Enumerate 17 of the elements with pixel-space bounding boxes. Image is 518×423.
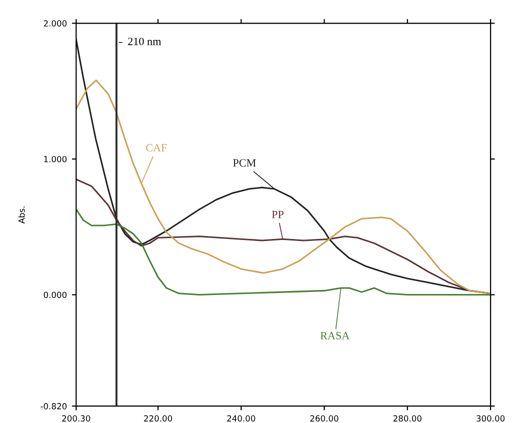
x-tick-label: 240.00 — [227, 415, 256, 422]
series-label: CAF — [146, 144, 167, 152]
series-label: PP — [272, 210, 284, 218]
y-tick-label: -0.820 — [40, 403, 67, 410]
x-tick-label: 220.00 — [144, 415, 172, 422]
ref-line-label: 210 nm — [128, 38, 162, 46]
text: RASA — [320, 332, 350, 340]
y-tick-label: 0.000 — [44, 292, 67, 298]
y-axis-title: Abs. — [18, 206, 25, 224]
x-tick-label: 200.30 — [62, 415, 90, 422]
line-series — [76, 80, 491, 294]
x-tick-label: 280.00 — [393, 415, 422, 422]
x-tick-label: 260.00 — [310, 415, 338, 422]
x-tick-label: 300.00 — [476, 415, 505, 422]
y-tick-label: 2.000 — [44, 20, 67, 27]
y-tick-label: 1.000 — [44, 156, 67, 162]
series-label: PCM — [233, 159, 256, 167]
